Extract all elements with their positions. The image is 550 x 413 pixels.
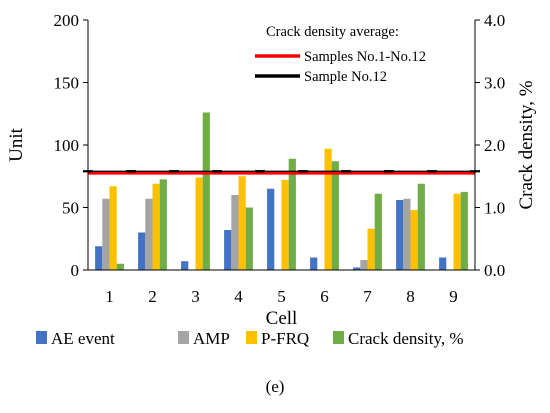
x-tick-label: 5: [277, 287, 286, 306]
left-tick-label: 0: [71, 261, 80, 280]
legend-label-2: AMP: [193, 329, 230, 348]
bar-crack-density-5: [288, 158, 296, 270]
right-axis-label: Crack density, %: [516, 80, 537, 209]
bar-ae-event-5: [267, 188, 275, 270]
inset-legend: Crack density average: Samples No.1-No.1…: [255, 24, 426, 85]
legend-swatch-4: [333, 331, 344, 344]
right-tick-label: 3.0: [484, 74, 505, 93]
bar-amp-8: [403, 198, 411, 270]
bar-crack-density-8: [417, 183, 425, 270]
bar-amp-2: [145, 198, 153, 270]
bar-ae-event-8: [396, 200, 404, 270]
x-tick-label: 1: [105, 287, 114, 306]
bar-crack-density-3: [202, 112, 210, 270]
x-tick-label: 9: [449, 287, 458, 306]
x-axis-label: Cell: [266, 308, 298, 329]
bar-ae-event-7: [353, 267, 361, 270]
legend-label-1: AE event: [51, 329, 115, 348]
bar-crack-density-1: [116, 263, 124, 270]
legend-swatch-1: [36, 331, 47, 344]
bar-crack-density-6: [331, 161, 339, 270]
left-axis-label: Unit: [6, 127, 27, 162]
bar-ae-event-4: [224, 230, 232, 270]
x-tick-label: 3: [191, 287, 200, 306]
bar-amp-4: [231, 195, 239, 270]
inset-legend-label-1: Samples No.1-No.12: [304, 49, 426, 65]
x-tick-label: 4: [234, 287, 243, 306]
legend: AE event AMP P-FRQ Crack density, %: [36, 329, 464, 348]
bar-p-frq-2: [152, 183, 160, 270]
bar-crack-density-9: [460, 191, 468, 270]
x-tick-label: 2: [148, 287, 157, 306]
legend-label-3: P-FRQ: [261, 329, 309, 348]
bar-p-frq-7: [367, 228, 375, 270]
bar-p-frq-8: [410, 210, 418, 270]
right-tick-label: 0.0: [484, 261, 505, 280]
bar-p-frq-1: [109, 186, 117, 270]
bar-p-frq-5: [281, 180, 289, 270]
bar-p-frq-9: [453, 193, 461, 270]
plot-area: [83, 112, 480, 270]
bar-ae-event-2: [138, 232, 146, 270]
bar-ae-event-9: [439, 257, 447, 270]
left-tick-label: 50: [62, 199, 79, 218]
left-tick-label: 200: [54, 11, 80, 30]
bar-ae-event-6: [310, 257, 318, 270]
right-tick-label: 1.0: [484, 199, 505, 218]
right-tick-label: 2.0: [484, 136, 505, 155]
x-tick-label: 6: [320, 287, 329, 306]
bar-crack-density-7: [374, 193, 382, 270]
bar-ae-event-3: [181, 261, 189, 270]
bar-p-frq-3: [195, 177, 203, 270]
x-tick-label: 8: [406, 287, 415, 306]
left-tick-label: 150: [54, 74, 80, 93]
bar-amp-1: [102, 198, 110, 270]
bar-p-frq-4: [238, 176, 246, 270]
x-tick-label: 7: [363, 287, 372, 306]
left-tick-label: 100: [54, 136, 80, 155]
bar-crack-density-4: [245, 207, 253, 270]
panel-label: (e): [266, 377, 285, 396]
right-tick-label: 4.0: [484, 11, 505, 30]
legend-swatch-3: [246, 331, 257, 344]
axes: 0 50 100 150 200 0.0 1.0 2.0 3.0 4.0 1 2 3 4 5 6 7 8 9: [54, 11, 506, 306]
legend-swatch-2: [178, 331, 189, 344]
bar-p-frq-6: [324, 148, 332, 270]
legend-label-4: Crack density, %: [348, 329, 464, 348]
inset-legend-label-2: Sample No.12: [304, 69, 387, 85]
bar-ae-event-1: [95, 246, 103, 270]
bar-crack-density-2: [159, 179, 167, 270]
inset-legend-title: Crack density average:: [266, 24, 399, 40]
bar-amp-7: [360, 260, 368, 270]
